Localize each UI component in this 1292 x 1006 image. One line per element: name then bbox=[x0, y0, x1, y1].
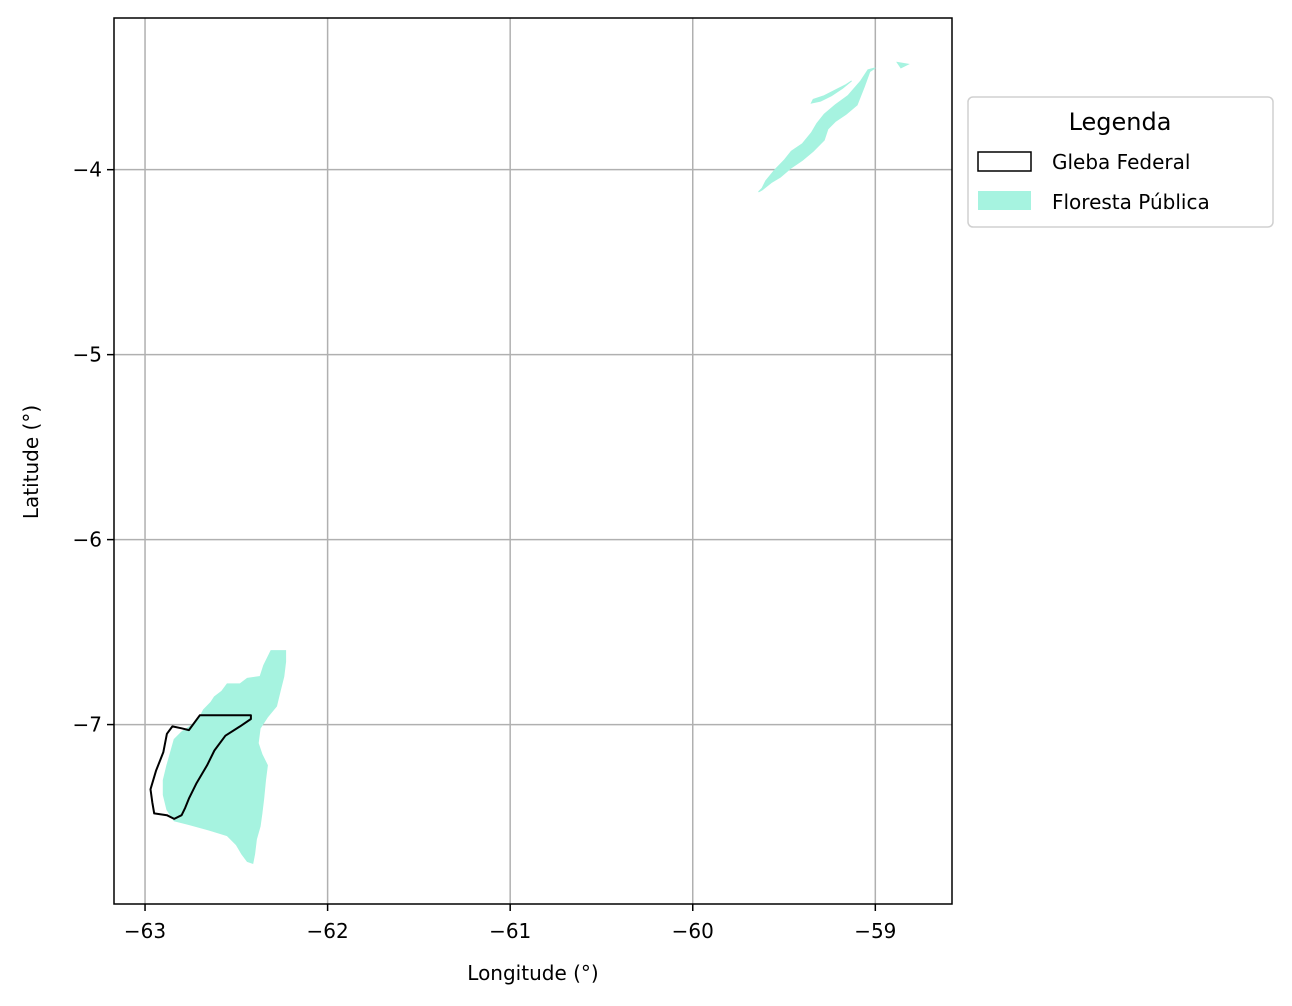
legend: Legenda Gleba Federal Floresta Pública bbox=[967, 96, 1274, 228]
legend-title: Legenda bbox=[1069, 108, 1172, 136]
x-axis-label: Longitude (°) bbox=[467, 961, 598, 985]
floresta-publica-polygon bbox=[896, 61, 910, 69]
axes-frame bbox=[113, 17, 953, 905]
legend-swatch-floresta-publica bbox=[978, 191, 1031, 210]
gleba-federal-polygon bbox=[149, 714, 252, 820]
x-tick-label: −63 bbox=[124, 919, 166, 943]
legend-box bbox=[967, 96, 1274, 228]
floresta-publica-polygon bbox=[758, 67, 876, 193]
legend-swatch-gleba-federal bbox=[977, 151, 1032, 172]
x-tick-label: −59 bbox=[854, 919, 896, 943]
legend-label-floresta-publica: Floresta Pública bbox=[1052, 190, 1210, 214]
grid-lines bbox=[114, 18, 952, 904]
y-axis-label: Latitude (°) bbox=[19, 405, 43, 519]
map-layers bbox=[149, 61, 910, 864]
legend-label-gleba-federal: Gleba Federal bbox=[1052, 150, 1190, 174]
y-tick-label: −4 bbox=[73, 158, 102, 182]
y-tick-label: −6 bbox=[73, 528, 102, 552]
floresta-publica-polygon bbox=[810, 80, 852, 104]
x-tick-label: −61 bbox=[489, 919, 531, 943]
x-tick-label: −62 bbox=[306, 919, 348, 943]
y-tick-label: −7 bbox=[73, 713, 102, 737]
axis-ticks: −63 −62 −61 −60 −59 −4 −5 −6 −7 bbox=[73, 158, 897, 943]
x-tick-label: −60 bbox=[672, 919, 714, 943]
floresta-publica-polygon bbox=[162, 650, 287, 864]
y-tick-label: −5 bbox=[73, 343, 102, 367]
